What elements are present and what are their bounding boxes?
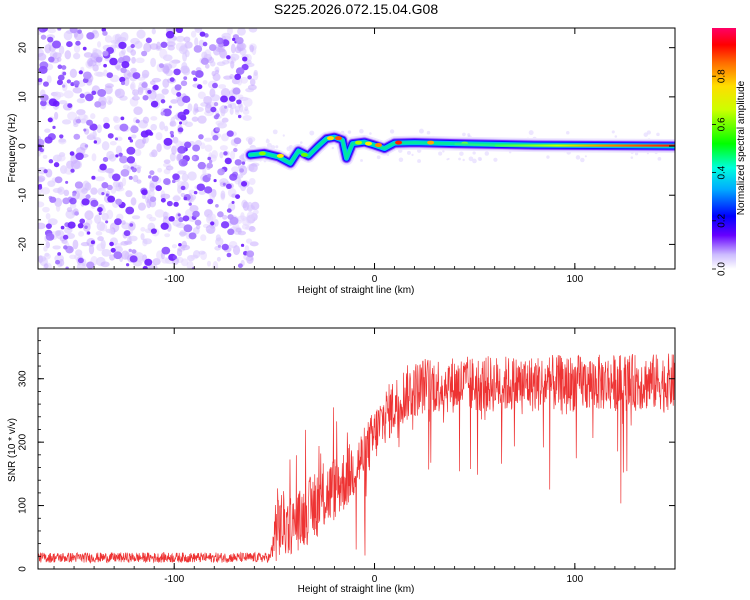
colorbar-tick-label: 0.0 (717, 262, 728, 276)
chart-title: S225.2026.072.15.04.G08 (273, 1, 439, 17)
colorbar-tick-label: 0.4 (717, 165, 728, 179)
y-tick-label-top: 0 (18, 143, 29, 149)
colorbar: 0.0 0.2 0.4 0.6 0.8 Normalized spectral ampl… (712, 28, 747, 276)
noise-cloud (38, 28, 669, 269)
plot-frame-top (37, 27, 676, 270)
snr-line (38, 353, 675, 564)
y-tick-label-bottom: 0 (18, 566, 29, 572)
colorbar-ticks: 0.0 0.2 0.4 0.6 0.8 (712, 69, 728, 276)
x-tick-label-bottom: 100 (566, 574, 583, 585)
y-tick-label-bottom: 300 (18, 370, 29, 387)
y-tick-label-bottom: 100 (18, 497, 29, 514)
y-tick-label-top: 20 (18, 42, 29, 54)
colorbar-tick-label: 0.8 (717, 69, 728, 83)
x-tick-label-bottom: 0 (372, 574, 378, 585)
plot-frame-bottom (37, 327, 676, 570)
colorbar-tick-label: 0.2 (717, 213, 728, 227)
colorbar-label: Normalized spectral amplitude (736, 80, 747, 215)
colorbar-gradient (712, 28, 736, 269)
x-axis-title-bottom: Height of straight line (km) (298, 584, 415, 595)
signal-ridge (243, 130, 675, 171)
y-tick-label-top: 10 (18, 91, 29, 103)
x-axis-title-top: Height of straight line (km) (298, 285, 415, 296)
y-axis-title-bottom: SNR (10 * v/v) (7, 418, 18, 482)
colorbar-tick-label: 0.6 (717, 117, 728, 131)
y-tick-label-bottom: 200 (18, 433, 29, 450)
y-axis-title-top: Frequency (Hz) (7, 114, 18, 183)
x-tick-label-bottom: -100 (164, 574, 184, 585)
x-tick-label-top: 0 (372, 274, 378, 285)
y-tick-label-top: -10 (18, 188, 29, 203)
x-tick-label-top: -100 (164, 274, 184, 285)
y-tick-label-top: -20 (18, 237, 29, 252)
snr-panel: -100 0 100 0 100 200 300 Height of straight li… (7, 327, 676, 595)
axis-ticks-bottom: -100 0 100 0 100 200 300 (18, 327, 676, 585)
x-tick-label-top: 100 (566, 274, 583, 285)
